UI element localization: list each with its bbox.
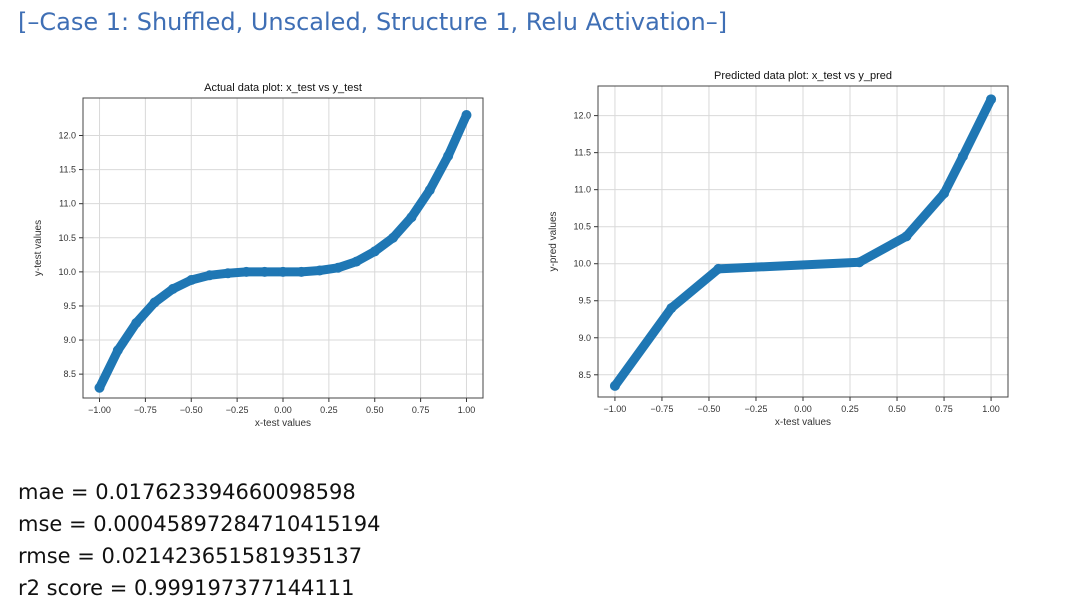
data-point <box>713 263 724 274</box>
x-tick-label: −0.50 <box>180 405 203 415</box>
x-tick-label: 0.75 <box>935 404 953 414</box>
x-tick-label: 0.75 <box>412 405 430 415</box>
data-point <box>296 266 307 277</box>
y-tick-label: 10.0 <box>58 267 76 277</box>
data-point <box>609 380 620 391</box>
y-tick-label: 9.0 <box>63 335 76 345</box>
page-heading: [–Case 1: Shuffled, Unscaled, Structure … <box>18 8 728 36</box>
y-tick-label: 11.5 <box>574 148 591 158</box>
y-tick-label: 9.0 <box>578 333 591 343</box>
data-point <box>443 150 454 161</box>
y-tick-label: 11.5 <box>59 165 76 175</box>
y-tick-label: 11.0 <box>59 199 76 209</box>
chart-title: Predicted data plot: x_test vs y_pred <box>714 70 892 82</box>
x-tick-label: −0.75 <box>651 404 674 414</box>
data-point <box>314 265 325 276</box>
plot-frame <box>597 85 1009 398</box>
data-point <box>986 94 997 105</box>
y-tick-label: 12.0 <box>573 111 591 121</box>
data-point <box>131 318 142 328</box>
data-point <box>204 270 215 281</box>
metrics-block: mae = 0.017623394660098598 mse = 0.00045… <box>18 476 381 604</box>
data-point <box>186 275 197 286</box>
data-point <box>388 232 399 243</box>
data-point <box>854 257 865 268</box>
metric-mae: mae = 0.017623394660098598 <box>18 480 356 504</box>
x-tick-label: 0.00 <box>794 404 812 414</box>
y-tick-label: 9.5 <box>63 301 76 311</box>
x-tick-label: −1.00 <box>88 405 111 415</box>
x-tick-label: 1.00 <box>982 404 1000 414</box>
chart-title: Actual data plot: x_test vs y_test <box>204 82 362 94</box>
data-point <box>167 283 178 294</box>
data-point <box>461 110 472 121</box>
metric-mse: mse = 0.00045897284710415194 <box>18 512 381 536</box>
data-point <box>149 297 160 308</box>
y-tick-label: 10.0 <box>573 259 591 269</box>
data-point <box>666 303 677 314</box>
x-tick-label: 0.50 <box>366 405 384 415</box>
data-point <box>939 188 950 199</box>
y-tick-label: 11.0 <box>574 185 591 195</box>
y-tick-label: 8.5 <box>578 370 591 380</box>
x-tick-label: 0.25 <box>841 404 859 414</box>
data-point <box>369 246 380 257</box>
y-tick-label: 9.5 <box>578 296 591 306</box>
x-tick-label: 0.50 <box>888 404 906 414</box>
x-tick-label: 0.25 <box>320 405 338 415</box>
x-tick-label: −0.25 <box>226 405 249 415</box>
data-point <box>241 266 252 277</box>
x-axis-label: x-test values <box>255 418 311 429</box>
y-tick-label: 12.0 <box>58 131 76 141</box>
y-axis-label: y-pred values <box>548 211 559 271</box>
y-tick-label: 8.5 <box>63 369 76 379</box>
series-line <box>610 94 996 391</box>
y-tick-label: 10.5 <box>573 222 591 232</box>
data-point <box>259 266 270 277</box>
data-point <box>957 151 968 162</box>
data-point <box>406 212 417 223</box>
x-tick-label: −0.50 <box>698 404 721 414</box>
y-tick-label: 10.5 <box>58 233 76 243</box>
data-point <box>278 266 288 277</box>
data-point <box>94 382 105 393</box>
x-axis-label: x-test values <box>775 417 831 428</box>
data-point <box>333 262 344 273</box>
metric-r2-score: r2 score = 0.999197377144111 <box>18 576 355 600</box>
x-tick-label: −1.00 <box>604 404 627 414</box>
metric-rmse: rmse = 0.021423651581935137 <box>18 544 363 568</box>
data-point <box>901 231 912 242</box>
actual-data-chart: Actual data plot: x_test vs y_test −1.00 −… <box>28 70 498 440</box>
predicted-data-chart: Predicted data plot: x_test vs y_pred −1.… <box>543 62 1023 442</box>
x-tick-label: −0.75 <box>134 405 157 415</box>
data-point <box>351 256 362 267</box>
predicted-data-plot-svg: Predicted data plot: x_test vs y_pred −1.… <box>548 70 1009 428</box>
x-tick-label: −0.25 <box>745 404 768 414</box>
actual-data-plot-svg: Actual data plot: x_test vs y_test −1.00 −… <box>33 82 484 429</box>
data-point <box>424 185 435 196</box>
x-tick-label: 0.00 <box>274 405 292 415</box>
data-point <box>222 268 233 279</box>
x-tick-label: 1.00 <box>458 405 476 415</box>
plot-frame <box>82 97 484 399</box>
data-point <box>112 345 123 356</box>
y-axis-label: y-test values <box>33 220 44 276</box>
